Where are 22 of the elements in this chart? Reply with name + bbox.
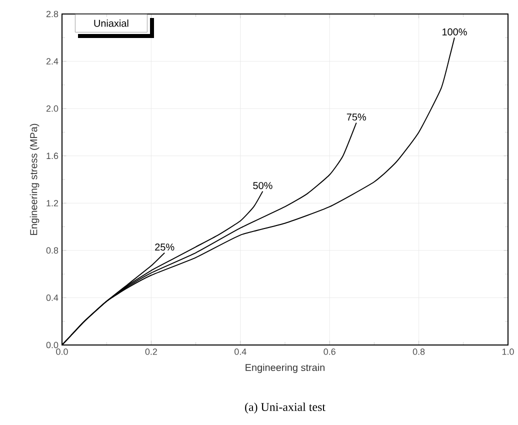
y-tick-label: 1.6 — [46, 152, 58, 160]
series-label: 25% — [155, 244, 174, 251]
series-label: 100% — [442, 28, 467, 36]
x-tick-label: 0.8 — [412, 348, 425, 355]
y-tick-label: 1.2 — [46, 200, 58, 206]
y-tick-label: 2.4 — [46, 58, 58, 64]
y-tick-label: 0.0 — [46, 342, 58, 348]
x-tick-label: 1.0 — [502, 348, 514, 355]
y-tick-label: 0.4 — [46, 294, 58, 301]
annotation: Uniaxial — [94, 20, 128, 27]
y-axis-title: Engineering stress (MPa) — [30, 124, 40, 235]
series-label: 75% — [346, 114, 366, 121]
x-tick-label: 0.6 — [324, 348, 336, 355]
x-tick-label: 0.0 — [56, 348, 68, 355]
x-axis-title: Engineering strain — [246, 364, 324, 373]
series-label: 50% — [253, 182, 272, 190]
text: (a) Uni-axial test — [245, 402, 326, 414]
x-tick-label: 0.4 — [234, 348, 246, 355]
y-tick-label: 0.8 — [46, 247, 58, 254]
y-tick-label: 2.0 — [46, 105, 58, 112]
y-tick-label: 2.8 — [46, 10, 58, 18]
x-tick-label: 0.2 — [145, 348, 157, 355]
